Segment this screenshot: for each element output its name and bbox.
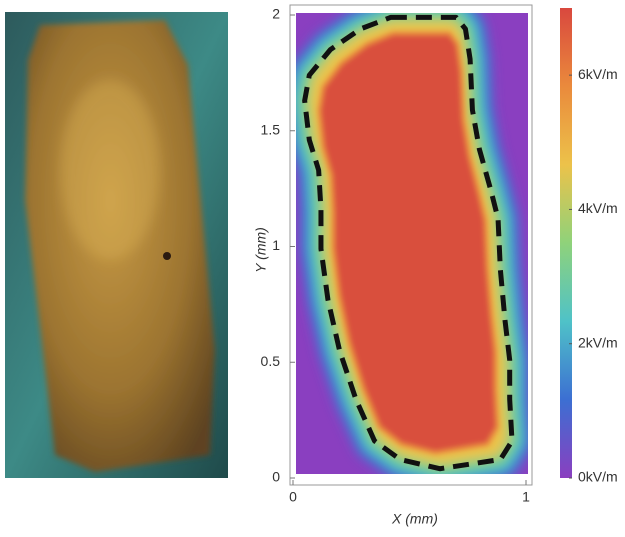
field-region	[317, 31, 500, 455]
contour	[302, 14, 515, 472]
y-tick-label: 1.5	[261, 121, 281, 137]
plot-frame	[289, 4, 533, 486]
colorbar-tick-label: 6kV/m	[578, 66, 618, 82]
colorbar: 0kV/m 2kV/m 4kV/m 6kV/m	[560, 8, 618, 485]
x-axis-label: X (mm)	[391, 511, 438, 527]
photo	[5, 12, 228, 478]
y-tick-label: 0.5	[261, 353, 281, 369]
colorbar-tick-label: 4kV/m	[578, 200, 618, 216]
x-tick-label: 1	[522, 489, 530, 505]
x-tick-label: 0	[289, 489, 297, 505]
spot	[163, 252, 171, 260]
colorbar-tick-label: 2kV/m	[578, 334, 618, 350]
colorbar-tick-label: 0kV/m	[578, 469, 618, 485]
colorbar-scale	[560, 8, 572, 478]
y-axis-label: Y (mm)	[253, 227, 269, 273]
y-tick-label: 1	[272, 237, 280, 253]
highlight	[60, 80, 160, 260]
y-tick-label: 0	[272, 469, 280, 485]
axes: 0 0.5 1 1.5 2 0 1	[261, 6, 531, 505]
y-tick-label: 2	[272, 6, 280, 22]
heatmap	[296, 13, 528, 474]
